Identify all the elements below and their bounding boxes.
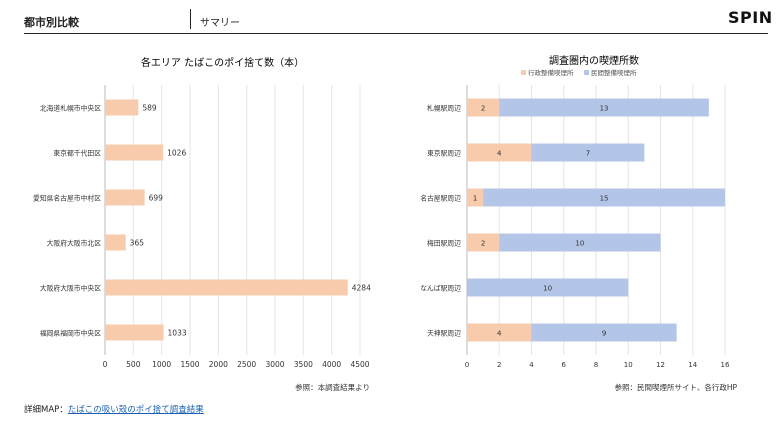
x-tick-label: 6 bbox=[562, 361, 567, 369]
data-label: 1033 bbox=[168, 329, 187, 338]
page-title: 都市別比較 bbox=[24, 16, 79, 29]
data-label: 365 bbox=[130, 239, 145, 248]
x-tick-label: 12 bbox=[656, 361, 665, 369]
data-label: 2 bbox=[481, 105, 485, 113]
data-label: 2 bbox=[481, 240, 485, 248]
data-label: 15 bbox=[600, 195, 609, 203]
page-subtitle: サマリー bbox=[200, 18, 240, 29]
x-tick-label: 3000 bbox=[265, 360, 284, 369]
category-label: 東京都千代田区 bbox=[53, 149, 101, 158]
legend-label: 民間整備喫煙所 bbox=[591, 68, 637, 77]
data-label: 1026 bbox=[167, 149, 186, 158]
data-label: 7 bbox=[586, 150, 590, 158]
bar bbox=[105, 99, 139, 116]
bar-segment bbox=[467, 278, 629, 297]
category-label: 天神駅周辺 bbox=[427, 329, 461, 338]
data-label: 589 bbox=[142, 104, 157, 113]
bar-segment bbox=[531, 143, 645, 162]
bar-segment bbox=[467, 233, 500, 252]
x-tick-label: 4 bbox=[529, 361, 534, 369]
header-divider bbox=[190, 9, 191, 29]
legend-swatch bbox=[521, 70, 526, 75]
category-label: 札幌駅周辺 bbox=[427, 104, 461, 113]
category-label: 名古屋駅周辺 bbox=[420, 194, 461, 203]
bar bbox=[105, 279, 348, 296]
category-label: 愛知県名古屋市中村区 bbox=[33, 194, 101, 203]
category-label: 東京駅周辺 bbox=[427, 149, 461, 158]
source-note: 参照：民間喫煙所サイト、各行政HP bbox=[614, 382, 737, 392]
x-tick-label: 500 bbox=[126, 360, 141, 369]
data-label: 4 bbox=[497, 330, 502, 338]
header-rule bbox=[24, 33, 768, 34]
bar-segment bbox=[467, 188, 484, 207]
data-label: 10 bbox=[543, 285, 552, 293]
bar-segment bbox=[531, 323, 677, 342]
x-tick-label: 4000 bbox=[322, 360, 341, 369]
x-tick-label: 0 bbox=[465, 361, 469, 369]
chart-title: 調査圏内の喫煙所数 bbox=[549, 54, 639, 67]
bar-segment bbox=[499, 98, 709, 117]
bar-segment bbox=[467, 143, 532, 162]
category-label: 梅田駅周辺 bbox=[427, 239, 461, 248]
bar-segment bbox=[467, 323, 532, 342]
x-tick-label: 1000 bbox=[152, 360, 171, 369]
category-label: 大阪府大阪市中央区 bbox=[40, 284, 101, 293]
brand-logo: SPIN bbox=[728, 8, 773, 27]
bar bbox=[105, 324, 164, 341]
data-label: 4 bbox=[497, 150, 502, 158]
x-tick-label: 2500 bbox=[237, 360, 256, 369]
category-label: 北海道札幌市中央区 bbox=[40, 104, 101, 113]
x-tick-label: 1500 bbox=[180, 360, 199, 369]
bar bbox=[105, 189, 145, 206]
data-label: 9 bbox=[602, 330, 606, 338]
legend-label: 行政整備喫煙所 bbox=[528, 68, 574, 77]
footer-label: 詳細MAP： bbox=[24, 405, 68, 415]
x-tick-label: 4500 bbox=[350, 360, 369, 369]
bar-segment bbox=[467, 98, 500, 117]
data-label: 699 bbox=[149, 194, 164, 203]
data-label: 13 bbox=[600, 105, 609, 113]
bar bbox=[105, 234, 126, 251]
bar bbox=[105, 144, 164, 161]
footer: 詳細MAP：たばこの吸い殻のポイ捨て調査結果 bbox=[24, 403, 204, 415]
x-tick-label: 16 bbox=[721, 361, 730, 369]
data-label: 10 bbox=[575, 240, 584, 248]
source-note: 参照：本調査結果より bbox=[295, 382, 370, 392]
x-tick-label: 8 bbox=[594, 361, 598, 369]
x-tick-label: 14 bbox=[688, 361, 697, 369]
bar-segment bbox=[499, 233, 661, 252]
category-label: 大阪府大阪市北区 bbox=[47, 239, 102, 248]
litter-count-chart: 各エリア たばこのポイ捨て数（本） 0 500 1000 1500 2000 2500 300… bbox=[33, 56, 371, 392]
x-tick-label: 3500 bbox=[294, 360, 313, 369]
x-tick-label: 10 bbox=[624, 361, 633, 369]
x-tick-label: 0 bbox=[103, 360, 108, 369]
detail-map-link[interactable]: たばこの吸い殻のポイ捨て調査結果 bbox=[67, 405, 204, 415]
legend-swatch bbox=[584, 70, 589, 75]
data-label: 4284 bbox=[352, 284, 371, 293]
category-label: 福岡県福岡市中央区 bbox=[40, 329, 101, 338]
x-tick-label: 2 bbox=[497, 361, 501, 369]
data-label: 1 bbox=[473, 195, 477, 203]
chart-title: 各エリア たばこのポイ捨て数（本） bbox=[141, 56, 304, 69]
x-tick-label: 2000 bbox=[209, 360, 228, 369]
category-label: なんば駅周辺 bbox=[420, 284, 461, 293]
bar-segment bbox=[483, 188, 725, 207]
